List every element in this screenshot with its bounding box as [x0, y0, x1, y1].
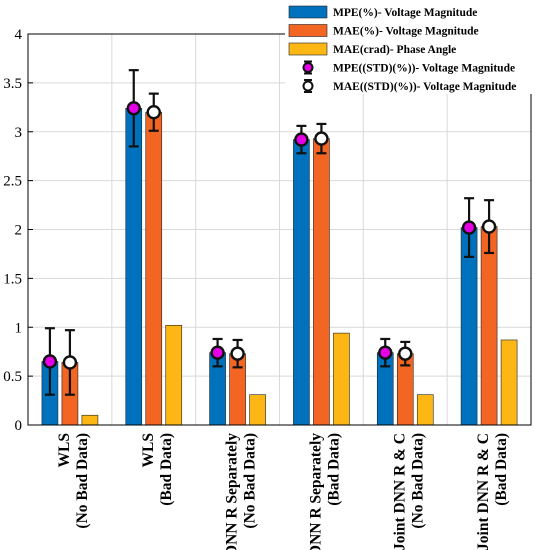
y-tick-labels: 0 0.5 1 1.5 2 2.5 3 3.5 4	[3, 27, 22, 434]
category-label: Joint DNN R & C (No Bad Data)	[391, 433, 426, 550]
category-label-line: (No Bad Data)	[74, 433, 91, 529]
x-category-labels: WLS (No Bad Data) WLS (Bad Data) DNN R Separ…	[56, 433, 510, 550]
bar-1-dnn-r-separately-bad-data-	[293, 139, 310, 426]
bar-2-dnn-r-separately-bad-data-	[313, 138, 330, 426]
error-marker	[294, 132, 309, 147]
category-label: DNN R Separately (No Bad Data)	[224, 433, 259, 550]
bar-2-wls-bad-data-	[145, 111, 163, 426]
category-label-line: (Bad Data)	[325, 433, 342, 506]
error-marker	[62, 355, 78, 370]
legend-marker	[302, 80, 314, 92]
y-tick-label: 0.5	[3, 369, 22, 385]
category-label: Joint DNN R & C (Bad Data)	[475, 433, 510, 550]
category-label-line: DNN R Separately	[224, 433, 241, 550]
category-label-line: DNN R Separately	[307, 433, 324, 550]
error-marker	[378, 345, 393, 360]
y-tick-label: 1.5	[3, 271, 22, 287]
y-tick-label: 4	[15, 27, 23, 43]
axes	[27, 33, 532, 426]
error-marker	[210, 345, 225, 360]
category-label: WLS (Bad Data)	[140, 433, 175, 506]
bar-3-dnn-r-separately-bad-data-	[333, 332, 350, 426]
grid-lines	[28, 33, 531, 426]
bar-3-joint-dnn-r-c-no-bad-data-	[416, 394, 434, 426]
legend-label: MAE(crad)- Phase Angle	[333, 44, 456, 56]
y-tick-label: 2	[15, 223, 23, 239]
y-tick-label: 3	[15, 125, 23, 141]
category-label-line: (Bad Data)	[158, 433, 175, 506]
error-marker	[230, 346, 245, 361]
error-marker	[398, 346, 413, 361]
y-tick-label: 2.5	[3, 174, 22, 190]
bar-2-joint-dnn-r-c-bad-data-	[480, 226, 498, 426]
category-label-line: WLS	[140, 433, 157, 467]
error-marker	[126, 101, 141, 116]
category-label-line: (No Bad Data)	[409, 433, 426, 529]
bar-3-joint-dnn-r-c-bad-data-	[500, 339, 518, 426]
legend-swatch	[288, 24, 328, 37]
category-label: WLS (No Bad Data)	[56, 433, 91, 529]
error-marker	[146, 104, 161, 120]
category-label-line: Joint DNN R & C	[475, 433, 492, 550]
legend: MPE(%)- Voltage Magnitude MAE(%)- Voltage…	[285, 2, 539, 94]
category-label: DNN R Separately (Bad Data)	[307, 433, 342, 550]
plot-frame	[27, 33, 532, 426]
error-bars	[42, 69, 497, 396]
error-marker	[42, 354, 58, 369]
error-marker	[461, 220, 477, 235]
error-marker	[314, 131, 329, 146]
category-label-line: Joint DNN R & C	[391, 433, 408, 550]
legend-label: MPE((STD)(%))- Voltage Magnitude	[333, 63, 515, 75]
category-label-line: (No Bad Data)	[242, 433, 259, 529]
legend-label: MAE((STD)(%))- Voltage Magnitude	[333, 81, 516, 93]
legend-marker	[302, 62, 314, 73]
y-tick-label: 3.5	[3, 76, 22, 92]
legend-swatch	[288, 42, 328, 56]
legend-swatch	[288, 5, 328, 19]
bar-3-wls-bad-data-	[165, 324, 183, 426]
legend-label: MPE(%)- Voltage Magnitude	[333, 7, 477, 19]
bar-1-wls-bad-data-	[125, 107, 143, 426]
y-tick-label: 1	[15, 320, 23, 336]
bar-3-dnn-r-separately-no-bad-data-	[249, 394, 266, 426]
legend-label: MAE(%)- Voltage Magnitude	[333, 26, 479, 38]
legend-background	[285, 2, 539, 94]
category-label-line: (Bad Data)	[493, 433, 510, 506]
error-marker	[481, 219, 497, 234]
category-label-line: WLS	[56, 433, 73, 467]
bar-3-wls-no-bad-data-	[81, 414, 99, 426]
y-tick-label: 0	[15, 418, 23, 434]
